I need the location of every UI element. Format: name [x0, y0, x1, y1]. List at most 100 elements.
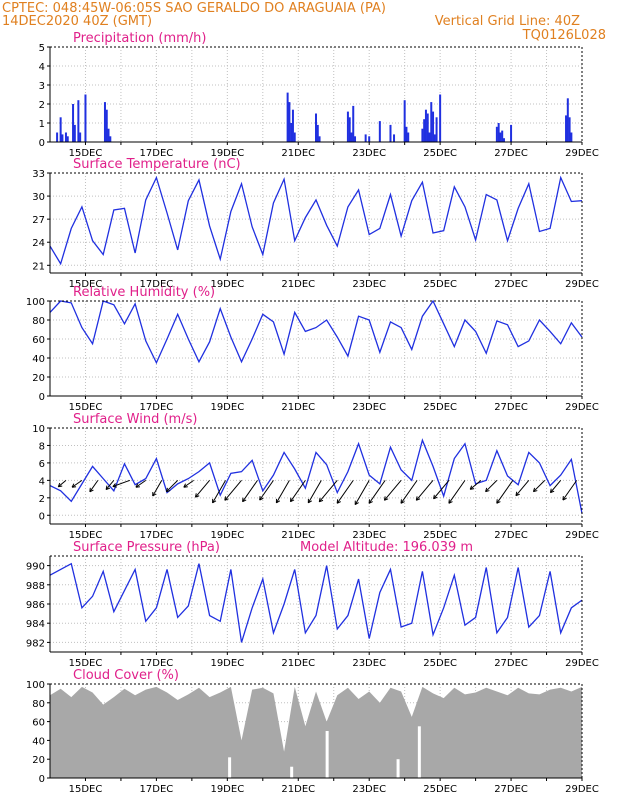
wind-arrow [183, 479, 194, 488]
wind-arrow [57, 479, 67, 488]
wind-arrow [400, 480, 418, 504]
precip-bar [79, 132, 82, 142]
wind-arrow [336, 480, 354, 504]
precip-bar [105, 109, 108, 142]
humidity-panel: Relative Humidity (%) 15DEC 17DEC 19DEC 21DE… [26, 285, 599, 413]
precip-bar [433, 134, 436, 142]
wind-title: Surface Wind (m/s) [73, 412, 197, 427]
cloud-title: Cloud Cover (%) [73, 668, 179, 683]
precip-bar [286, 92, 289, 142]
y-tick-label: 80 [32, 699, 45, 710]
x-tick-label: 15DEC [69, 279, 103, 290]
y-tick-label: 988 [26, 581, 45, 592]
x-tick-label: 21DEC [281, 279, 315, 290]
x-tick-label: 19DEC [210, 148, 244, 159]
precip-bar [495, 126, 498, 142]
x-tick-label: 15DEC [69, 530, 103, 541]
y-tick-label: 0 [39, 774, 45, 785]
precip-bar [84, 94, 87, 142]
cloud-area [50, 686, 582, 778]
y-tick-label: 40 [32, 354, 45, 365]
precip-bar [73, 124, 76, 142]
wind-arrow [289, 480, 306, 503]
temperature-panel: Surface Temperature (nC) 15DEC 17DEC 19DEC 2… [32, 157, 599, 290]
precip-bar [497, 123, 500, 142]
precip-bar [393, 134, 396, 142]
cloud-panel: Cloud Cover (%) 15DEC 17DEC 19DEC 21DEC 23DEC… [26, 668, 599, 795]
precip-bar [107, 128, 110, 142]
x-tick-label: 19DEC [210, 784, 244, 795]
precip-bar [502, 138, 505, 142]
y-tick-label: 2 [39, 100, 45, 111]
precip-bar [59, 117, 62, 142]
x-tick-label: 29DEC [565, 279, 599, 290]
wind-arrow [89, 480, 99, 493]
x-tick-label: 29DEC [565, 784, 599, 795]
wind-arrow [448, 480, 466, 504]
precip-bar [389, 124, 392, 142]
precip-bar [318, 136, 321, 142]
x-tick-label: 29DEC [565, 148, 599, 159]
y-tick-label: 982 [26, 638, 45, 649]
x-tick-label: 17DEC [140, 279, 174, 290]
y-tick-label: 8 [39, 441, 45, 452]
humidity-title: Relative Humidity (%) [73, 285, 215, 300]
y-tick-label: 4 [39, 62, 45, 73]
wind-arrow [105, 480, 115, 491]
precip-bar [315, 113, 317, 142]
wind-arrow [532, 480, 546, 493]
pressure-title: Surface Pressure (hPa) [73, 540, 220, 555]
wind-arrow [307, 480, 322, 504]
chart-header: CPTEC: 048:45W-06:05S SAO GERALDO DO ARA… [0, 0, 618, 42]
x-tick-label: 27DEC [494, 148, 528, 159]
y-tick-label: 60 [32, 335, 45, 346]
wind-arrow [275, 480, 290, 504]
pressure-line [49, 562, 583, 643]
wind-arrow [415, 480, 434, 501]
x-tick-label: 21DEC [281, 530, 315, 541]
cloud-gap [396, 759, 400, 778]
precip-bar [348, 117, 351, 142]
x-tick-label: 27DEC [494, 784, 528, 795]
x-tick-label: 15DEC [69, 784, 103, 795]
precip-bar [432, 111, 435, 142]
precip-bar [316, 124, 319, 142]
y-tick-label: 0 [39, 138, 45, 149]
y-tick-label: 984 [26, 619, 45, 630]
y-tick-label: 20 [32, 755, 45, 766]
precip-bar [293, 132, 296, 142]
x-tick-label: 15DEC [69, 402, 103, 413]
precip-bar [109, 136, 112, 142]
y-tick-label: 5 [39, 43, 45, 54]
x-tick-label: 23DEC [352, 658, 386, 669]
cloud-gap [290, 766, 294, 778]
x-tick-label: 21DEC [281, 148, 315, 159]
x-tick-label: 17DEC [140, 658, 174, 669]
y-tick-label: 80 [32, 316, 45, 327]
wind-arrow [259, 480, 274, 501]
y-tick-label: 40 [32, 736, 45, 747]
precip-bar [103, 102, 106, 142]
run-date: 14DEC2020 40Z (GMT) [2, 14, 153, 29]
x-tick-label: 15DEC [69, 658, 103, 669]
wind-arrow [515, 480, 530, 497]
y-tick-label: 0 [39, 511, 45, 522]
precip-bar [501, 130, 504, 142]
precip-bar [403, 100, 406, 142]
x-tick-label: 25DEC [423, 279, 457, 290]
y-tick-label: 60 [32, 718, 45, 729]
wind-arrow [112, 479, 130, 488]
precip-bar [288, 102, 291, 142]
precip-bar [352, 105, 355, 142]
x-tick-label: 23DEC [352, 402, 386, 413]
x-tick-label: 27DEC [494, 279, 528, 290]
y-tick-label: 33 [32, 169, 45, 180]
y-tick-label: 10 [32, 424, 45, 435]
humidity-line [49, 299, 583, 365]
x-tick-label: 19DEC [210, 279, 244, 290]
x-tick-label: 25DEC [423, 530, 457, 541]
wind-arrow [496, 480, 514, 504]
precip-bar [354, 136, 357, 142]
precip-bar [56, 132, 59, 142]
precip-bar [570, 132, 573, 142]
